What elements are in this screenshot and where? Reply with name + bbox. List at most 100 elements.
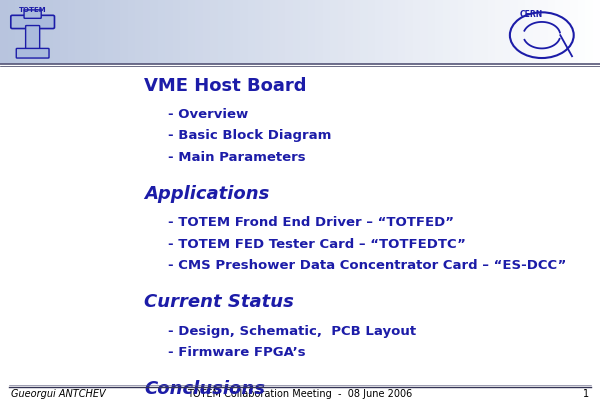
Bar <box>510 0 518 64</box>
Bar <box>323 0 331 64</box>
FancyBboxPatch shape <box>26 26 40 52</box>
Bar <box>548 0 556 64</box>
Bar <box>165 0 174 64</box>
Text: CERN: CERN <box>519 10 542 19</box>
Bar <box>195 0 204 64</box>
Bar <box>218 0 226 64</box>
Bar <box>97 0 106 64</box>
Bar <box>465 0 474 64</box>
Bar <box>308 0 316 64</box>
Bar <box>30 0 39 64</box>
Text: - Main Parameters: - Main Parameters <box>168 151 305 164</box>
Bar <box>233 0 241 64</box>
Bar <box>398 0 406 64</box>
Bar <box>353 0 361 64</box>
Bar <box>135 0 144 64</box>
Bar <box>277 0 286 64</box>
Text: - CMS Preshower Data Concentrator Card – “ES-DCC”: - CMS Preshower Data Concentrator Card –… <box>168 259 566 272</box>
Bar <box>37 0 46 64</box>
Bar <box>405 0 414 64</box>
Text: TOTEM: TOTEM <box>19 7 46 13</box>
Bar <box>105 0 114 64</box>
Bar <box>563 0 571 64</box>
Bar <box>593 0 600 64</box>
Bar <box>390 0 398 64</box>
Bar <box>150 0 159 64</box>
Bar <box>187 0 196 64</box>
Text: Applications: Applications <box>144 185 269 203</box>
Text: VME Host Board: VME Host Board <box>144 77 307 95</box>
Text: - Overview: - Overview <box>168 108 248 121</box>
Text: - TOTEM Frond End Driver – “TOTFED”: - TOTEM Frond End Driver – “TOTFED” <box>168 216 454 229</box>
Bar <box>480 0 488 64</box>
Bar <box>225 0 234 64</box>
Bar <box>0 0 9 64</box>
Bar <box>383 0 391 64</box>
Bar <box>203 0 211 64</box>
Bar <box>375 0 384 64</box>
Text: - Firmware FPGA’s: - Firmware FPGA’s <box>168 346 305 359</box>
Bar <box>53 0 61 64</box>
Bar <box>293 0 301 64</box>
Bar <box>75 0 84 64</box>
Bar <box>420 0 428 64</box>
Bar <box>157 0 166 64</box>
Bar <box>585 0 593 64</box>
FancyBboxPatch shape <box>16 49 49 58</box>
Bar <box>345 0 354 64</box>
Bar <box>487 0 496 64</box>
Bar <box>473 0 481 64</box>
Bar <box>83 0 91 64</box>
Bar <box>458 0 466 64</box>
Bar <box>23 0 31 64</box>
Bar <box>248 0 256 64</box>
Bar <box>285 0 294 64</box>
Bar <box>577 0 586 64</box>
FancyBboxPatch shape <box>24 10 41 18</box>
Bar <box>300 0 309 64</box>
Bar <box>15 0 24 64</box>
Bar <box>517 0 526 64</box>
Bar <box>67 0 76 64</box>
Bar <box>143 0 151 64</box>
Text: - Design, Schematic,  PCB Layout: - Design, Schematic, PCB Layout <box>168 325 416 337</box>
Bar <box>240 0 249 64</box>
Bar <box>337 0 346 64</box>
FancyBboxPatch shape <box>11 15 55 29</box>
Text: - TOTEM FED Tester Card – “TOTFEDTC”: - TOTEM FED Tester Card – “TOTFEDTC” <box>168 238 466 251</box>
Bar <box>503 0 511 64</box>
Bar <box>315 0 324 64</box>
Bar <box>533 0 541 64</box>
Bar <box>443 0 451 64</box>
Bar <box>270 0 278 64</box>
Bar <box>525 0 534 64</box>
Bar <box>173 0 181 64</box>
Bar <box>427 0 436 64</box>
Text: Current Status: Current Status <box>144 293 294 311</box>
Bar <box>90 0 98 64</box>
Bar <box>495 0 504 64</box>
Text: Conclusions: Conclusions <box>144 380 265 398</box>
Bar <box>435 0 444 64</box>
Bar <box>7 0 16 64</box>
Bar <box>330 0 338 64</box>
Bar <box>570 0 578 64</box>
Bar <box>450 0 459 64</box>
Bar <box>60 0 69 64</box>
Bar <box>180 0 189 64</box>
Bar <box>540 0 548 64</box>
Bar <box>128 0 136 64</box>
Bar <box>413 0 421 64</box>
Bar <box>255 0 264 64</box>
Text: TOTEM Collaboration Meeting  -  08 June 2006: TOTEM Collaboration Meeting - 08 June 20… <box>187 389 413 399</box>
Bar <box>555 0 564 64</box>
Bar <box>45 0 54 64</box>
Bar <box>263 0 271 64</box>
Text: - Basic Block Diagram: - Basic Block Diagram <box>168 129 331 142</box>
Bar <box>120 0 129 64</box>
Bar <box>367 0 376 64</box>
Bar <box>113 0 121 64</box>
Text: 1: 1 <box>583 389 589 399</box>
Bar <box>360 0 368 64</box>
Bar <box>210 0 219 64</box>
